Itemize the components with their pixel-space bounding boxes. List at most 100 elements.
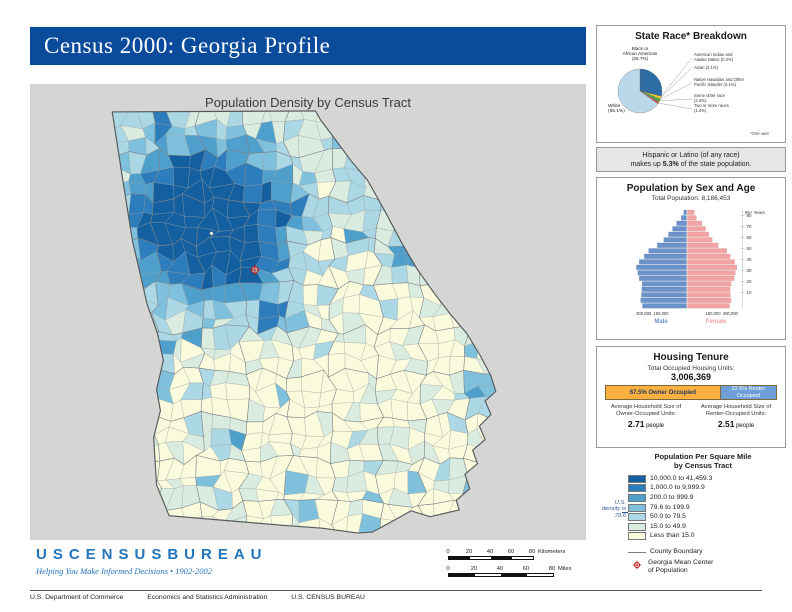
male-axis-label: Male <box>654 319 668 325</box>
renter-average-stat: Average Household Size of Renter-Occupie… <box>691 404 781 429</box>
census-tract <box>149 339 177 355</box>
census-tract <box>374 166 396 180</box>
census-tract <box>373 139 392 154</box>
census-tract <box>344 123 365 137</box>
census-tract <box>480 280 496 305</box>
census-tract <box>374 149 396 175</box>
scalebar-segment <box>470 557 491 559</box>
census-tract <box>461 183 482 204</box>
pyramid-bar-male <box>642 281 688 287</box>
census-tract <box>120 285 146 302</box>
scalebar-unit-label: Kilometers <box>538 549 566 555</box>
census-tract <box>462 250 483 276</box>
census-tract <box>476 268 496 283</box>
page-title: Census 2000: Georgia Profile <box>44 33 331 58</box>
census-tract <box>391 264 409 284</box>
census-tract <box>470 164 487 187</box>
scalebar-bar <box>448 573 554 577</box>
census-tract <box>417 167 439 181</box>
census-tract <box>138 415 155 436</box>
census-tract <box>358 513 381 534</box>
census-tract <box>417 206 440 228</box>
census-tract <box>447 148 472 170</box>
map-legend: Population Per Square Mile by Census Tra… <box>598 452 784 584</box>
pie-label: Black or <box>632 46 649 51</box>
county-boundary <box>327 110 339 534</box>
census-tract <box>462 473 487 494</box>
census-tract <box>477 513 496 534</box>
census-tract <box>447 183 472 196</box>
census-tract <box>464 241 487 252</box>
mean-center-label-line2: of Population <box>648 567 688 575</box>
census-tract <box>435 147 450 169</box>
pyramid-age-tick-label: 20 <box>747 279 752 284</box>
legend-title-line1: Population Per Square Mile <box>654 452 752 461</box>
renter-occupied-segment: 32.5% Renter Occupied <box>720 386 776 399</box>
legend-swatch <box>628 503 646 512</box>
owner-average-value: 2.71 <box>627 418 645 429</box>
county-boundary <box>194 110 206 534</box>
renter-average-label: Average Household Size of Renter-Occupie… <box>700 404 772 417</box>
census-tract <box>121 332 145 347</box>
census-tract <box>403 514 424 534</box>
pyramid-age-tick-label: 40 <box>747 257 752 262</box>
hispanic-note-suffix: of the state population. <box>678 161 752 169</box>
census-tract <box>461 268 487 283</box>
census-tract <box>450 240 472 256</box>
scalebar-segment <box>501 574 527 576</box>
census-tract <box>112 502 129 526</box>
census-tract <box>409 222 425 247</box>
legend-class-label: 15.0 to 49.9 <box>650 522 686 530</box>
census-tract <box>464 501 484 524</box>
legend-class-row: 1,000.0 to 9,999.9 <box>628 484 712 494</box>
census-tract <box>433 514 450 534</box>
owner-segment-label: 67.5% Owner Occupied <box>629 389 697 396</box>
census-tract <box>450 250 466 276</box>
hispanic-note-prefix: makes up <box>630 161 663 169</box>
census-tract <box>449 194 464 216</box>
pyramid-age-tick-label: 30 <box>747 268 752 273</box>
pyramid-age-tick-label: 80 <box>747 213 752 218</box>
pie-leader-line <box>658 102 693 110</box>
pie-label: (2.4%) <box>694 98 707 103</box>
census-tract <box>431 136 457 159</box>
census-tract <box>453 222 472 243</box>
state-boundary <box>111 110 497 534</box>
census-tract <box>125 433 142 452</box>
pie-label: American Indian and <box>694 52 733 57</box>
scalebar-segment <box>449 574 475 576</box>
census-tract <box>137 504 156 526</box>
scalebar-tick-label: 0 <box>446 566 450 572</box>
census-tract <box>467 153 488 170</box>
scalebar-segment <box>475 574 501 576</box>
census-tract <box>134 369 159 393</box>
census-tract <box>141 339 156 364</box>
census-tract <box>450 313 472 328</box>
census-tract <box>346 513 363 534</box>
census-tract <box>447 296 471 316</box>
census-tract <box>124 455 141 479</box>
census-tract <box>344 135 365 157</box>
pyramid-bar-female <box>686 292 731 298</box>
legend-class-row: 15.0 to 49.9 <box>628 522 712 532</box>
pie-leader-line <box>661 57 693 97</box>
census-tract <box>478 473 496 491</box>
race-panel-title: State Race* Breakdown <box>635 31 747 42</box>
pyramid-top-age-label: 85+ Years <box>745 210 765 215</box>
pyramid-bar-female <box>686 242 719 248</box>
census-tract <box>477 502 496 520</box>
census-tract <box>478 118 496 142</box>
census-tract <box>124 449 141 464</box>
census-tract <box>119 361 142 372</box>
census-tract <box>420 158 437 174</box>
census-tract <box>418 196 434 216</box>
census-tract <box>417 177 439 204</box>
census-tract <box>469 295 482 316</box>
legend-swatch <box>628 484 646 493</box>
scalebar-tick-label: 60 <box>522 566 530 572</box>
legend-class-row: 50.0 to 79.5 <box>628 512 712 522</box>
pyramid-bar-female <box>686 220 702 226</box>
pyramid-bar-male <box>639 259 688 265</box>
scalebar-miles: 0 20 40 60 80 Miles <box>446 566 608 583</box>
pyramid-bar-female <box>686 264 737 270</box>
